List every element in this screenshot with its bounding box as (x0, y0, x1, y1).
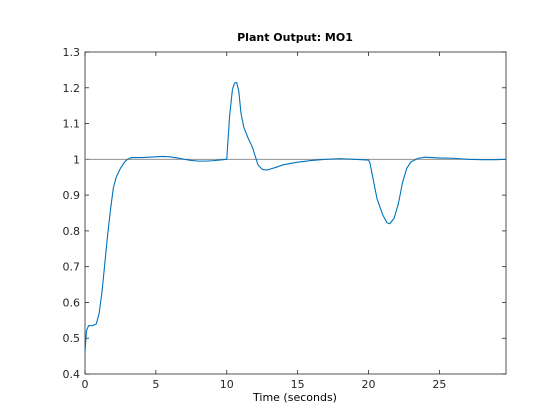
chart-title: Plant Output: MO1 (237, 31, 353, 44)
x-axis-label: Time (seconds) (252, 391, 337, 404)
plot-area (84, 51, 507, 375)
y-tick-label: 0.9 (63, 189, 81, 202)
x-tick-label: 20 (362, 378, 376, 391)
x-tick-label: 5 (152, 378, 159, 391)
y-tick-label: 0.5 (63, 332, 81, 345)
x-tick-label: 25 (432, 378, 446, 391)
axis-ticks: 0 5 10 15 20 25 0.4 0.5 0.6 0.7 0.8 0.9 1 1.1 1.2 1.3 (63, 46, 506, 391)
x-tick-label: 0 (82, 378, 89, 391)
y-tick-label: 1 (73, 153, 80, 166)
y-tick-label: 1.3 (63, 46, 81, 59)
y-tick-label: 1.1 (63, 118, 81, 131)
y-tick-label: 0.4 (63, 368, 81, 381)
x-tick-label: 10 (220, 378, 234, 391)
y-tick-label: 0.8 (63, 225, 81, 238)
y-tick-label: 1.2 (63, 82, 81, 95)
y-tick-label: 0.7 (63, 261, 81, 274)
x-tick-label: 15 (291, 378, 305, 391)
y-tick-label: 0.6 (63, 296, 81, 309)
plot-lines (84, 81, 507, 353)
series-line-output (84, 81, 507, 353)
